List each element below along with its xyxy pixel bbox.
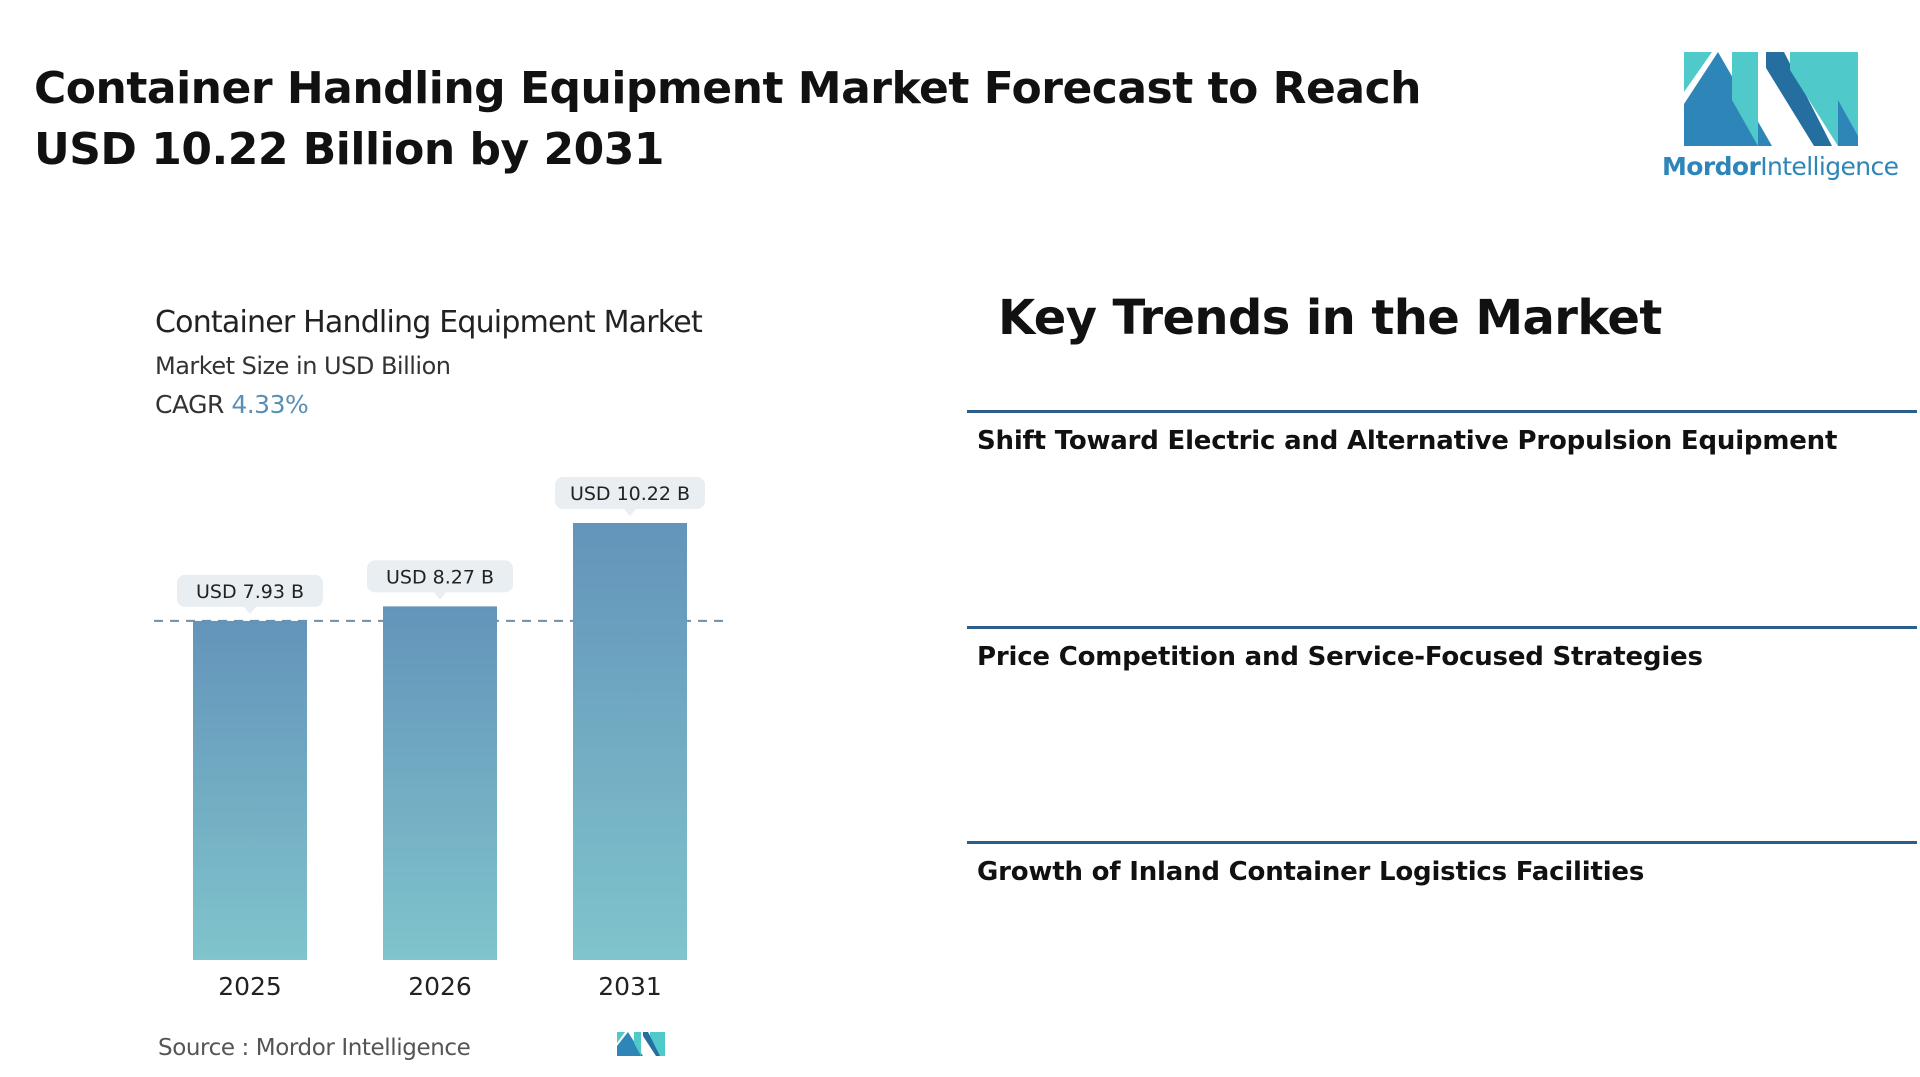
- svg-text:USD 8.27 B: USD 8.27 B: [386, 566, 494, 588]
- trend-label: Shift Toward Electric and Alternative Pr…: [977, 426, 1838, 456]
- x-tick-label: 2031: [598, 972, 662, 1001]
- trend-label: Growth of Inland Container Logistics Fac…: [977, 857, 1645, 887]
- source-logo-icon: [617, 1032, 665, 1056]
- trend-item: Shift Toward Electric and Alternative Pr…: [967, 410, 1917, 456]
- cagr-label: CAGR: [155, 390, 224, 419]
- logo-wordmark: MordorIntelligence: [1662, 152, 1899, 181]
- bar-2026: [383, 606, 497, 960]
- trends-heading: Key Trends in the Market: [998, 290, 1662, 346]
- bar-chart: USD 7.93 B 2025 USD 8.27 B 2026 USD 10.22 B 2…: [154, 477, 730, 1001]
- data-label-2031: USD 10.22 B: [555, 477, 705, 516]
- chart-cagr: CAGR 4.33%: [155, 390, 309, 419]
- trend-item: Growth of Inland Container Logistics Fac…: [967, 841, 1917, 887]
- chart-source: Source : Mordor Intelligence: [158, 1035, 471, 1061]
- cagr-value: 4.33%: [231, 390, 309, 419]
- mordor-intelligence-logo: MordorIntelligence: [1662, 50, 1899, 190]
- logo-mark-icon: [1684, 52, 1858, 146]
- svg-text:USD 7.93 B: USD 7.93 B: [196, 581, 304, 603]
- chart-subtitle: Market Size in USD Billion: [155, 352, 451, 380]
- trend-label: Price Competition and Service-Focused St…: [977, 642, 1703, 672]
- bar-2031: [573, 523, 687, 960]
- page-headline: Container Handling Equipment Market Fore…: [34, 63, 1422, 175]
- data-label-2025: USD 7.93 B: [177, 574, 323, 614]
- svg-text:USD 10.22 B: USD 10.22 B: [570, 483, 690, 505]
- x-tick-label: 2026: [408, 972, 472, 1001]
- data-label-2026: USD 8.27 B: [367, 560, 513, 600]
- chart-title: Container Handling Equipment Market: [155, 305, 703, 340]
- x-tick-label: 2025: [218, 972, 282, 1001]
- bar-2025: [193, 620, 307, 960]
- trend-item: Price Competition and Service-Focused St…: [967, 626, 1917, 672]
